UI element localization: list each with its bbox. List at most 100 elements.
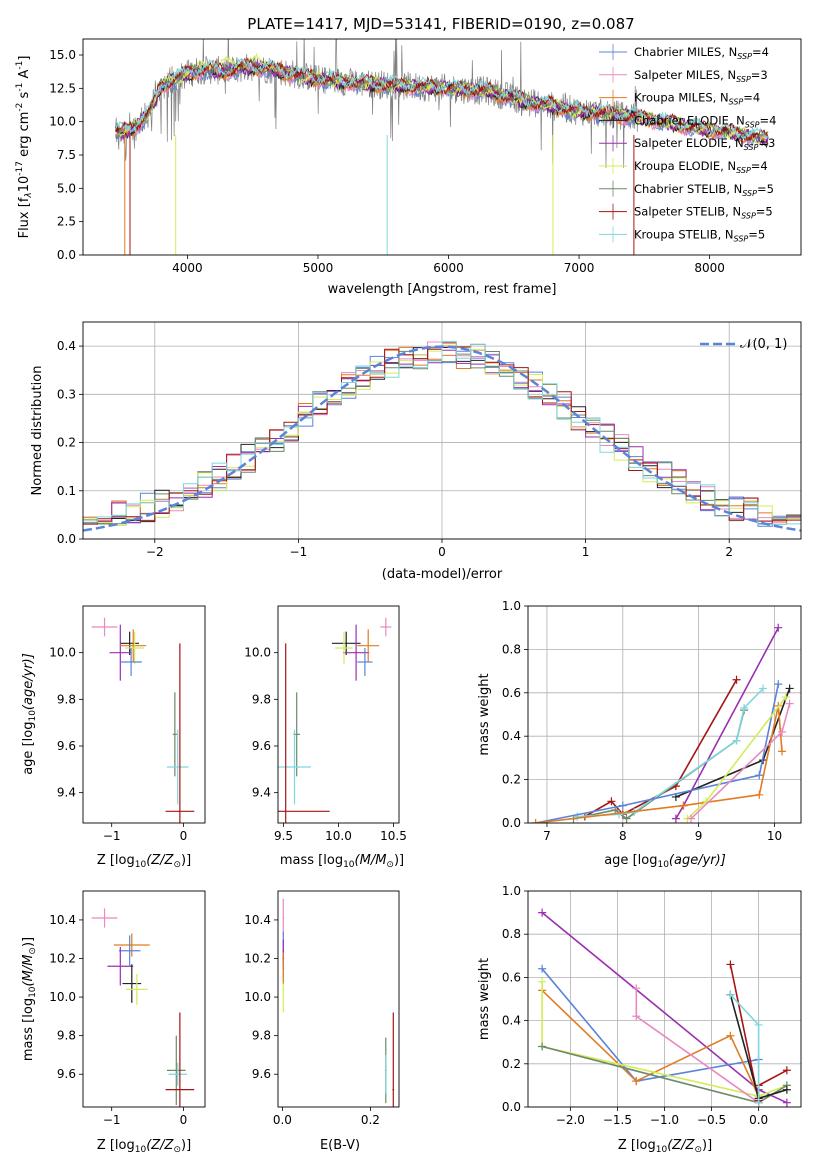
y-tick-label: 9.8 xyxy=(57,692,76,706)
weight-series-line xyxy=(686,696,787,820)
legend-sub: SSP xyxy=(729,98,744,107)
x-tick-label: −2 xyxy=(146,545,164,559)
y-tick-label: 10.2 xyxy=(244,952,271,966)
weight-point-marker xyxy=(782,1066,791,1075)
x-axis-label: Z [log10(Z/Z⊙)] xyxy=(97,1138,191,1155)
y-label-part: s xyxy=(17,91,32,102)
x-axis-label-part: Z [log xyxy=(97,1138,135,1153)
weight-point-marker xyxy=(538,977,547,986)
y-label-part: 10 xyxy=(17,176,32,193)
y-tick-label: 0.2 xyxy=(502,1057,521,1071)
x-axis-label-sub: 10 xyxy=(657,860,669,870)
ticks: 4000 5000 6000 7000 8000 0.0 2.5 5.0 7.5 10.0 12.5… xyxy=(49,48,725,275)
errorbar-point xyxy=(120,631,139,655)
plot-area xyxy=(115,39,769,255)
x-axis-label-sub: 10 xyxy=(135,860,147,870)
weight-point-marker xyxy=(740,703,749,712)
x-axis-label-part: (age/yr)] xyxy=(669,853,726,868)
legend-sub: SSP xyxy=(734,234,749,243)
y-label-part: erg cm xyxy=(17,112,32,161)
x-tick-label: 0 xyxy=(180,829,188,843)
y-tick-label: 0.6 xyxy=(502,970,521,984)
legend-entry: Chabrier STELIB, NSSP=5 xyxy=(634,182,774,198)
y-tick-label: 0.2 xyxy=(57,436,76,450)
weight-point-marker xyxy=(774,680,783,689)
x-axis-label-part: )] xyxy=(394,853,404,868)
weight-point-marker xyxy=(732,675,741,684)
x-axis-label-part: age [log xyxy=(604,853,657,868)
y-tick-label: 9.6 xyxy=(57,739,76,753)
x-axis-label-part: (Z/Z xyxy=(146,1138,174,1153)
y-tick-label: 5.0 xyxy=(57,181,76,195)
weight-point-marker xyxy=(782,1098,791,1107)
legend-sub: SSP xyxy=(737,52,752,61)
y-axis-label: age [log10(age/yr)] xyxy=(21,653,38,775)
y-tick-label: 1.0 xyxy=(502,884,521,898)
y-tick-label: 0.3 xyxy=(57,387,76,401)
errorbar-point xyxy=(172,692,178,777)
y-label-part: A xyxy=(17,70,32,83)
spectrum-panel: 4000 5000 6000 7000 8000 0.0 2.5 5.0 7.5 10.0 12.5… xyxy=(15,38,802,297)
weight-point-marker xyxy=(732,736,741,745)
axes-frame xyxy=(82,38,802,256)
y-label-sub: λ xyxy=(24,192,34,198)
errorbar-point xyxy=(118,935,141,967)
errorbar-point xyxy=(278,729,311,805)
errorbar-point xyxy=(165,1012,195,1107)
legend-label: Kroupa STELIB, N xyxy=(634,227,734,241)
x-tick-label: 0.0 xyxy=(749,1113,768,1127)
x-axis-label-part: mass [log xyxy=(280,853,343,868)
y-label-part: ] xyxy=(17,56,32,61)
weight-point-marker xyxy=(754,1098,763,1107)
x-tick-label: 0.2 xyxy=(361,1113,380,1127)
x-tick-label: 7 xyxy=(543,829,551,843)
y-tick-label: 0.0 xyxy=(502,816,521,830)
weight-point-marker xyxy=(755,790,764,799)
histogram-step xyxy=(83,341,801,525)
x-axis-label-sun: ⊙ xyxy=(694,1145,702,1155)
legend-count: =4 xyxy=(752,45,769,59)
x-axis-label-part: (M/M xyxy=(355,853,387,868)
x-tick-label: −1 xyxy=(103,829,121,843)
y-tick-label: 0.4 xyxy=(502,1014,521,1028)
y-tick-label: 0.4 xyxy=(502,729,521,743)
errorbar-point xyxy=(357,629,380,662)
y-tick-label: 10.0 xyxy=(244,646,271,660)
x-tick-label: 9 xyxy=(695,829,703,843)
x-axis-label: Z [log10(Z/Z⊙)] xyxy=(618,1138,712,1155)
weight-series-line xyxy=(535,683,780,823)
errorbar-point xyxy=(392,1012,395,1107)
legend-count: =5 xyxy=(756,205,773,219)
x-tick-label: −2.0 xyxy=(556,1113,585,1127)
legend-sub: SSP xyxy=(745,120,760,129)
weight-series-line xyxy=(541,989,760,1097)
errorbar-point xyxy=(384,1054,387,1094)
y-tick-label: 10.0 xyxy=(49,115,76,129)
plot-area xyxy=(278,617,392,823)
x-tick-label: 5000 xyxy=(303,261,334,275)
plot-area xyxy=(91,617,195,823)
residuals-legend: 𝒩(0, 1) xyxy=(700,337,787,352)
legend-sub: SSP xyxy=(744,143,759,152)
y-tick-label: 1.0 xyxy=(502,599,521,613)
legend-count: =4 xyxy=(743,91,760,105)
y-tick-label: 9.6 xyxy=(252,1067,271,1081)
legend-count: =4 xyxy=(751,159,768,173)
weight-point-marker xyxy=(785,699,794,708)
weight-point-marker xyxy=(781,693,790,702)
x-axis-label: (data-model)/error xyxy=(382,567,503,582)
plot-area xyxy=(282,898,395,1107)
mass-vs-metallicity-panel: −1 09.69.810.010.210.4Z [log10(Z/Z⊙)]mass… xyxy=(21,890,206,1155)
y-axis-label-part: )] xyxy=(21,937,36,947)
legend-entry: Salpeter STELIB, NSSP=5 xyxy=(634,205,773,221)
errorbar-point xyxy=(91,908,118,928)
legend-count: =3 xyxy=(751,68,768,82)
weight-point-marker xyxy=(538,1042,547,1051)
spectrum-model-line xyxy=(115,57,769,141)
x-tick-label: 0.0 xyxy=(273,1113,292,1127)
x-tick-label: 0 xyxy=(438,545,446,559)
legend-label: 𝒩(0, 1) xyxy=(740,337,787,352)
legend-entry: Salpeter ELODIE, NSSP=3 xyxy=(634,136,775,152)
ticks: −2 −1 0 1 2 0.0 0.1 0.2 0.3 0.4 xyxy=(57,339,733,559)
y-tick-label: 12.5 xyxy=(49,81,76,95)
